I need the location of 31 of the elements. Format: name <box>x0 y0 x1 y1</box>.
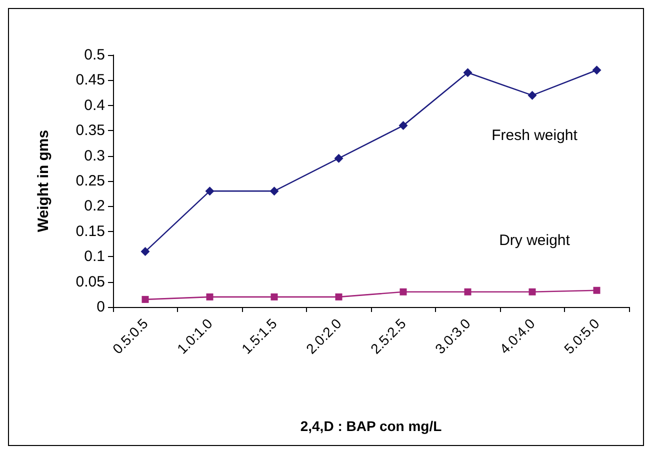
y-tick-label: 0.25 <box>76 172 105 190</box>
point <box>398 121 408 130</box>
y-tick-label: 0.4 <box>84 96 105 114</box>
point <box>528 90 537 100</box>
y-tick-label: 0.15 <box>76 222 105 240</box>
y-tick-label: 0.3 <box>84 147 105 164</box>
point <box>334 154 344 163</box>
point <box>592 66 602 75</box>
y-tick-label: 0.45 <box>76 72 105 89</box>
point <box>528 288 536 296</box>
x-axis-title: 2,4,D : BAP con mg/L <box>300 418 442 434</box>
point <box>270 186 279 196</box>
y-tick-label: 0.1 <box>84 248 105 266</box>
point <box>140 247 150 256</box>
y-tick-label: 0.35 <box>76 122 105 140</box>
y-tick-label: 0.5 <box>84 46 105 64</box>
point <box>400 288 407 296</box>
y-tick-label: 0 <box>96 298 105 316</box>
point <box>593 286 600 294</box>
y-axis-title: Weight in gms <box>35 130 52 232</box>
point <box>142 296 149 303</box>
point <box>463 68 472 78</box>
text: Fresh weight <box>492 126 578 144</box>
point <box>464 288 472 296</box>
point <box>270 293 278 300</box>
y-tick-label: 0.2 <box>84 198 105 215</box>
point <box>205 186 214 196</box>
point <box>206 293 214 300</box>
text: Dry weight <box>499 232 571 249</box>
point <box>335 293 342 300</box>
y-tick-label: 0.05 <box>76 273 105 290</box>
